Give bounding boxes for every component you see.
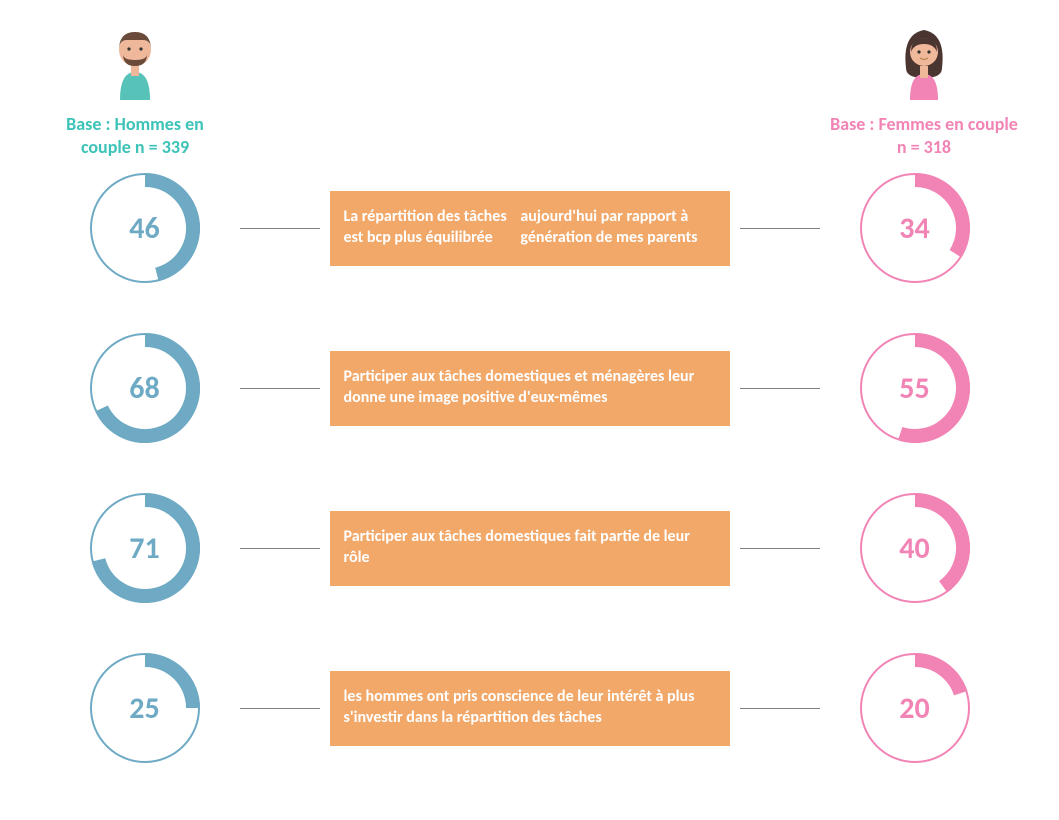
data-row: 25 les hommes ont pris conscience de leu… — [40, 653, 1019, 763]
men-value: 68 — [90, 333, 200, 443]
header-men-label: Base : Hommes en couple n = 339 — [40, 113, 230, 158]
data-row: 71 Participer aux tâches domestiques fai… — [40, 493, 1019, 603]
women-value: 34 — [860, 173, 970, 283]
men-value: 25 — [90, 653, 200, 763]
women-value: 20 — [860, 653, 970, 763]
statement: Participer aux tâches domestiques et mén… — [330, 351, 730, 426]
women-value: 40 — [860, 493, 970, 603]
statement: Participer aux tâches domestiques fait p… — [330, 511, 730, 586]
connector — [240, 228, 320, 229]
men-donut: 46 — [60, 173, 230, 283]
men-donut: 25 — [60, 653, 230, 763]
connector — [740, 708, 820, 709]
men-value: 46 — [90, 173, 200, 283]
data-row: 68 Participer aux tâches domestiques et … — [40, 333, 1019, 443]
header-row: Base : Hommes en couple n = 339 Base : F… — [40, 20, 1019, 158]
man-avatar — [40, 20, 230, 105]
connector — [240, 708, 320, 709]
men-donut: 68 — [60, 333, 230, 443]
header-women: Base : Femmes en couple n = 318 — [829, 20, 1019, 158]
men-value: 71 — [90, 493, 200, 603]
connector — [740, 548, 820, 549]
header-men: Base : Hommes en couple n = 339 — [40, 20, 230, 158]
woman-avatar — [829, 20, 1019, 105]
women-donut: 20 — [830, 653, 1000, 763]
women-donut: 34 — [830, 173, 1000, 283]
women-donut: 40 — [830, 493, 1000, 603]
women-donut: 55 — [830, 333, 1000, 443]
statement: La répartition des tâches est bcp plus é… — [330, 191, 730, 266]
connector — [740, 388, 820, 389]
connector — [240, 548, 320, 549]
women-value: 55 — [860, 333, 970, 443]
header-women-label: Base : Femmes en couple n = 318 — [829, 113, 1019, 158]
men-donut: 71 — [60, 493, 230, 603]
connector — [240, 388, 320, 389]
data-row: 46 La répartition des tâches est bcp plu… — [40, 173, 1019, 283]
connector — [740, 228, 820, 229]
rows-container: 46 La répartition des tâches est bcp plu… — [40, 173, 1019, 763]
statement: les hommes ont pris conscience de leur i… — [330, 671, 730, 746]
